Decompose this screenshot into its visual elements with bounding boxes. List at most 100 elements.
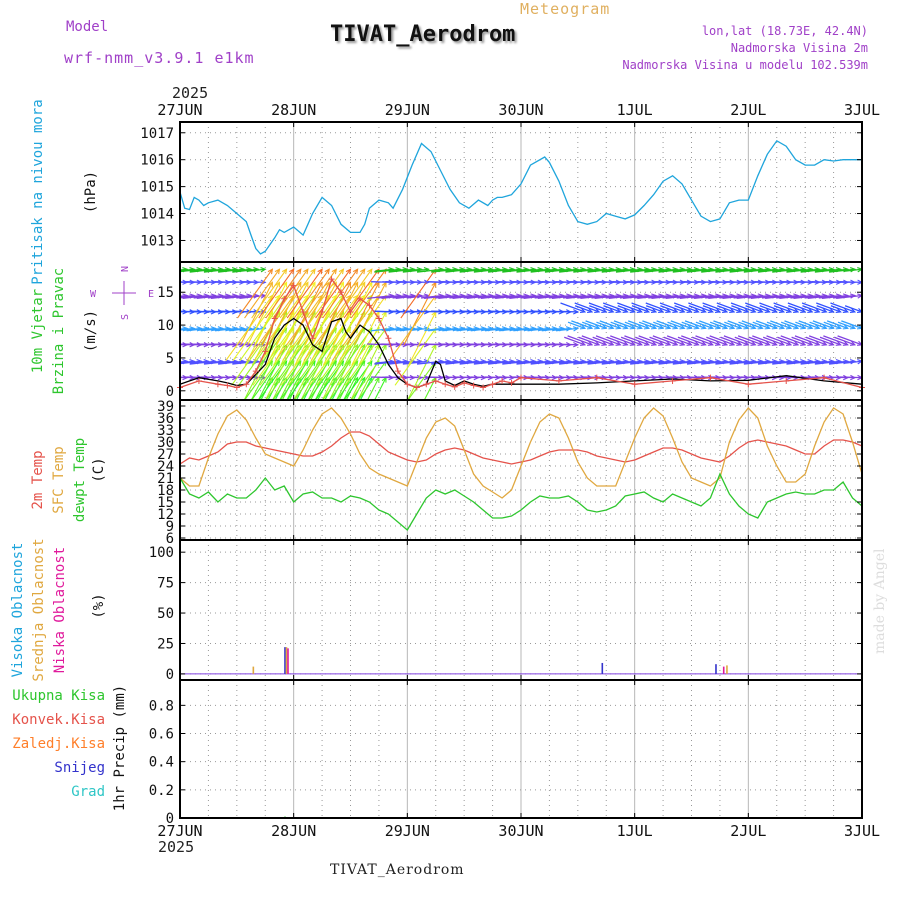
wind-arrow-head [565, 326, 572, 332]
wind-arrow-head [303, 268, 309, 275]
wind-arrow [495, 294, 522, 300]
wind-arrow [779, 294, 806, 300]
wind-arrow [303, 295, 351, 361]
wind-arrow [750, 294, 777, 300]
y-tick-label: 12 [157, 507, 174, 523]
wind-arrow [180, 268, 202, 273]
cloud-axis-label-0: Visoka Oblacnost [10, 543, 26, 678]
wind-arrow-head [721, 307, 729, 313]
cloud-unit: (%) [91, 593, 107, 618]
gust-marker [461, 379, 468, 386]
wind-arrow-head [629, 340, 636, 346]
wind-arrow [204, 268, 223, 272]
wind-arrow-head [857, 293, 862, 299]
wind-arrow [286, 268, 323, 319]
gust-marker [555, 377, 562, 384]
gust-marker [394, 368, 401, 375]
wind-arrow [420, 294, 443, 299]
y-tick-label: 0 [166, 811, 174, 827]
wind-arrow [839, 281, 862, 284]
wind-arrow-head [672, 324, 679, 330]
wind-arrow [659, 302, 685, 313]
y-tick-label: 25 [157, 636, 174, 652]
wind-arrow [688, 302, 714, 313]
y-tick-label: 1017 [140, 126, 174, 142]
wind-arrow [180, 360, 195, 364]
wind-arrow-head [821, 340, 828, 346]
wind-arrow [601, 268, 628, 273]
wind-arrow [716, 360, 735, 364]
wind-arrow-head [736, 307, 743, 313]
wind-arrow [410, 327, 429, 331]
coords-text: lon,lat (18.73E, 42.4N) [701, 24, 868, 38]
wind-arrow [823, 321, 841, 329]
wind-arrow [325, 282, 359, 346]
wind-arrow [247, 282, 280, 346]
wind-arrow [517, 268, 536, 272]
wind-arrow [776, 294, 799, 299]
wind-arrow [237, 268, 273, 319]
wind-arrow [559, 360, 586, 365]
wind-arrow [631, 302, 657, 313]
wind-arrow [402, 360, 429, 365]
wind-arrow [772, 360, 792, 364]
wind-arrow-head [757, 307, 764, 313]
wind-arrow [196, 294, 223, 300]
precip-legend-3: Snijeg [54, 760, 105, 776]
wind-arrow [617, 305, 635, 313]
wind-arrow [381, 294, 408, 300]
wind-arrow [467, 327, 486, 331]
wind-arrow [180, 268, 195, 272]
wind-arrow [787, 268, 806, 272]
bar-srednja-oblacnost [726, 665, 728, 674]
wind-arrow [567, 321, 586, 329]
wind-arrow [780, 335, 806, 346]
wind-arrow [645, 302, 671, 313]
wind-arrow-head [743, 340, 750, 346]
wind-arrow [357, 360, 387, 400]
wind-arrow [737, 335, 763, 346]
wind-arrow-head [800, 340, 807, 346]
wind-arrow [460, 360, 479, 364]
wind-arrow [804, 294, 827, 299]
wind-arrow [218, 360, 237, 364]
wind-arrow [673, 360, 692, 364]
wind-arrow [844, 360, 862, 364]
wind-arrow-head [757, 340, 764, 346]
gust-marker [631, 381, 638, 388]
wind-arrow [829, 268, 848, 272]
wind-arrow [713, 320, 735, 329]
wind-arrow-head [849, 267, 857, 273]
wind-arrow [480, 294, 507, 300]
wind-arrow [688, 305, 706, 313]
wind-arrow-head [629, 324, 636, 330]
wind-arrow [761, 294, 784, 299]
wind-arrow-head [800, 307, 807, 313]
wind-arrow-head [686, 324, 693, 330]
wind-arrow [487, 360, 514, 365]
wind-arrow-head [857, 374, 862, 381]
series-line-speed [179, 317, 863, 389]
gust-marker [745, 381, 752, 388]
wind-arrow-head [729, 340, 736, 346]
wind-arrow-head [842, 340, 849, 346]
wind-arrow [801, 302, 827, 313]
gust-marker [499, 377, 506, 384]
wind-arrow-head [601, 324, 608, 330]
wind-arrow-head [310, 268, 316, 275]
wind-arrow [663, 336, 685, 346]
wind-arrow [602, 268, 621, 272]
gust-marker [669, 377, 676, 384]
wind-arrow [653, 321, 671, 329]
wind-arrow [567, 335, 593, 346]
wind-arrow [254, 282, 288, 346]
wind-arrow [523, 294, 550, 300]
wind-arrow [686, 360, 713, 365]
wind-arrow [240, 282, 273, 346]
gust-marker [262, 348, 269, 355]
y-tick-label: 15 [157, 285, 174, 301]
series-line-pressure [179, 139, 862, 255]
wind-arrow [701, 360, 728, 365]
wind-arrow [627, 320, 650, 329]
wind-arrow-head [274, 268, 281, 275]
